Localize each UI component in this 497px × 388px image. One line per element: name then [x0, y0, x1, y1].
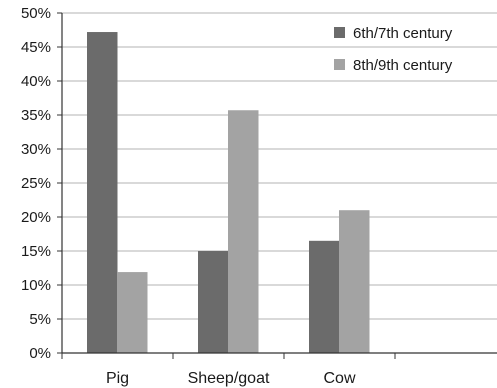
y-tick-label: 25%	[21, 175, 51, 192]
axes	[57, 12, 497, 359]
y-tick-label: 0%	[29, 345, 51, 362]
y-tick-label: 40%	[21, 73, 51, 90]
legend-swatch	[334, 27, 345, 38]
bars	[87, 32, 370, 354]
legend-swatch	[334, 59, 345, 70]
y-tick-labels: 0% 5% 10% 15% 20% 25% 30% 35% 40% 45% 50%	[21, 5, 51, 362]
bar-series2-sheep-goat	[228, 110, 259, 354]
legend: 6th/7th century 8th/9th century	[334, 25, 453, 74]
y-tick-label: 35%	[21, 107, 51, 124]
legend-label: 8th/9th century	[353, 57, 453, 74]
category-label: Sheep/goat	[188, 370, 270, 387]
y-tick-label: 10%	[21, 277, 51, 294]
y-tick-label: 50%	[21, 5, 51, 22]
category-labels: Pig Sheep/goat Cow	[106, 370, 356, 387]
legend-label: 6th/7th century	[353, 25, 453, 42]
category-label: Pig	[106, 370, 129, 387]
y-tick-label: 45%	[21, 39, 51, 56]
y-tick-label: 5%	[29, 311, 51, 328]
y-tick-label: 15%	[21, 243, 51, 260]
y-tick-label: 30%	[21, 141, 51, 158]
category-label: Cow	[323, 370, 355, 387]
bar-series2-pig	[117, 272, 148, 353]
bar-series1-cow	[309, 240, 340, 353]
y-tick-label: 20%	[21, 209, 51, 226]
bar-series2-cow	[339, 210, 370, 353]
bar-series1-sheep-goat	[198, 251, 229, 353]
bar-series1-pig	[87, 32, 118, 353]
